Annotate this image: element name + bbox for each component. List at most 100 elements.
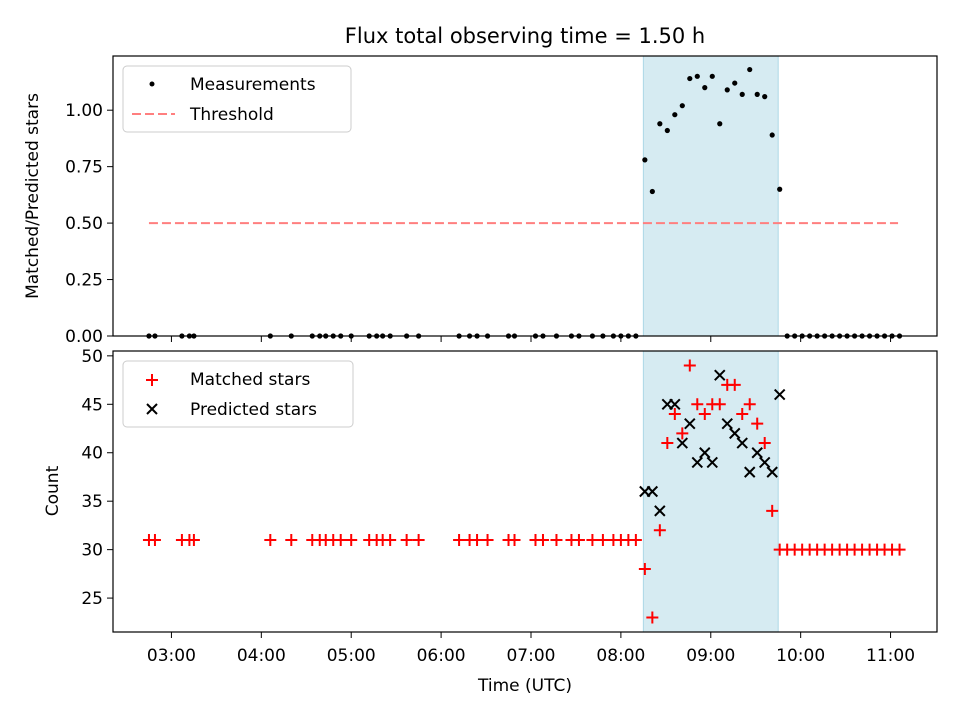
top-y-tick-label: 0.25 — [65, 271, 103, 291]
matched-star-point — [653, 524, 666, 537]
predicted-star-point — [751, 447, 763, 459]
predicted-star-point — [699, 447, 711, 459]
measurement-point — [672, 112, 678, 118]
matched-star-point — [412, 533, 425, 546]
x-tick-label: 09:00 — [686, 646, 735, 666]
measurement-point — [739, 91, 745, 97]
matched-star-point — [713, 398, 726, 411]
legend-matched-marker — [146, 374, 158, 386]
measurement-point — [769, 132, 775, 138]
matched-star-point — [550, 533, 563, 546]
predicted-star-point — [744, 466, 756, 478]
bottom-y-tick-label: 40 — [81, 444, 103, 464]
matched-star-point — [638, 563, 651, 576]
measurement-point — [679, 103, 685, 109]
measurement-point — [732, 80, 738, 86]
matched-star-point — [471, 533, 484, 546]
predicted-star-point — [646, 485, 659, 498]
bottom-x-axis: 03:00 04:00 05:00 06:00 07:00 08:00 09:00 10:00… — [147, 632, 915, 666]
matched-star-point — [453, 533, 466, 546]
matched-star-point — [334, 533, 347, 546]
matched-star-point — [751, 417, 764, 430]
x-tick-label: 04:00 — [237, 646, 286, 666]
top-shaded-interval — [642, 55, 779, 337]
measurement-point — [664, 127, 670, 134]
figure-title: Flux total observing time = 1.50 h — [345, 24, 705, 48]
matched-star-point — [766, 504, 779, 517]
matched-star-point — [676, 427, 689, 440]
predicted-star-point — [676, 437, 689, 449]
legend-measurements-marker — [149, 81, 155, 87]
matched-star-point — [736, 407, 749, 420]
measurement-point — [702, 85, 708, 91]
legend-predicted-label: Predicted stars — [190, 400, 317, 420]
legend-measurements-label: Measurements — [190, 75, 316, 95]
predicted-star-point — [773, 388, 786, 401]
top-y-tick-label: 1.00 — [65, 101, 103, 121]
measurement-point — [762, 94, 768, 100]
bottom-marks — [142, 359, 906, 624]
matched-star-point — [345, 533, 358, 546]
measurement-point — [747, 66, 753, 73]
measurement-point — [754, 91, 760, 97]
legend-matched-label: Matched stars — [190, 370, 310, 390]
measurement-point — [687, 75, 693, 82]
bottom-legend-box — [122, 360, 354, 428]
bottom-y-axis-label: Count — [43, 465, 63, 516]
bottom-y-tick-label: 25 — [81, 589, 103, 609]
matched-star-point — [285, 533, 298, 546]
matched-star-point — [683, 359, 696, 372]
top-y-tick-label: 0.50 — [65, 214, 103, 234]
predicted-star-point — [669, 398, 681, 411]
matched-star-point — [400, 533, 413, 546]
bottom-shaded-interval — [642, 350, 779, 633]
x-tick-label: 10:00 — [776, 646, 825, 666]
predicted-star-point — [721, 417, 733, 430]
top-axes-frame — [112, 55, 938, 337]
predicted-star-point — [766, 466, 778, 478]
x-tick-label: 05:00 — [327, 646, 376, 666]
matched-star-point — [572, 533, 585, 546]
bottom-y-tick-label: 50 — [81, 347, 103, 367]
matched-star-point — [536, 533, 549, 546]
predicted-star-point — [706, 456, 718, 469]
predicted-star-point — [654, 505, 666, 517]
top-legend-box — [122, 65, 352, 133]
top-y-tick-label: 0.75 — [65, 158, 103, 178]
matched-star-point — [596, 533, 609, 546]
measurement-point — [642, 157, 648, 163]
top-panel: 0.00 0.25 0.50 0.75 1.00 Matched/Predicted s… — [23, 55, 938, 347]
measurement-point — [717, 121, 723, 127]
predicted-star-point — [691, 456, 703, 469]
x-axis-label: Time (UTC) — [477, 676, 572, 696]
matched-star-point — [629, 533, 642, 546]
x-tick-label: 07:00 — [506, 646, 555, 666]
matched-star-point — [758, 437, 771, 450]
matched-star-point — [661, 437, 674, 450]
matched-star-point — [743, 398, 756, 411]
bottom-axes-frame — [112, 350, 938, 633]
predicted-star-point — [729, 427, 741, 440]
matched-star-point — [691, 398, 704, 411]
matched-star-point — [728, 378, 741, 391]
measurement-point — [709, 73, 715, 79]
x-tick-label: 08:00 — [596, 646, 645, 666]
matched-star-point — [481, 533, 494, 546]
measurement-point — [724, 87, 730, 93]
predicted-star-point — [684, 417, 696, 430]
matched-star-point — [893, 543, 906, 556]
measurement-point — [649, 188, 655, 195]
top-y-axis-label: Matched/Predicted stars — [23, 93, 43, 299]
top-y-tick-label: 0.00 — [65, 327, 103, 347]
matched-star-point — [508, 533, 521, 546]
bottom-y-tick-label: 30 — [81, 541, 103, 561]
bottom-y-tick-label: 45 — [81, 395, 103, 415]
matched-star-point — [698, 407, 711, 420]
x-tick-label: 11:00 — [866, 646, 915, 666]
matched-star-point — [646, 611, 659, 624]
matched-star-point — [187, 533, 200, 546]
bottom-y-tick-label: 35 — [81, 492, 103, 512]
matched-star-point — [668, 407, 681, 420]
measurement-point — [694, 73, 700, 79]
